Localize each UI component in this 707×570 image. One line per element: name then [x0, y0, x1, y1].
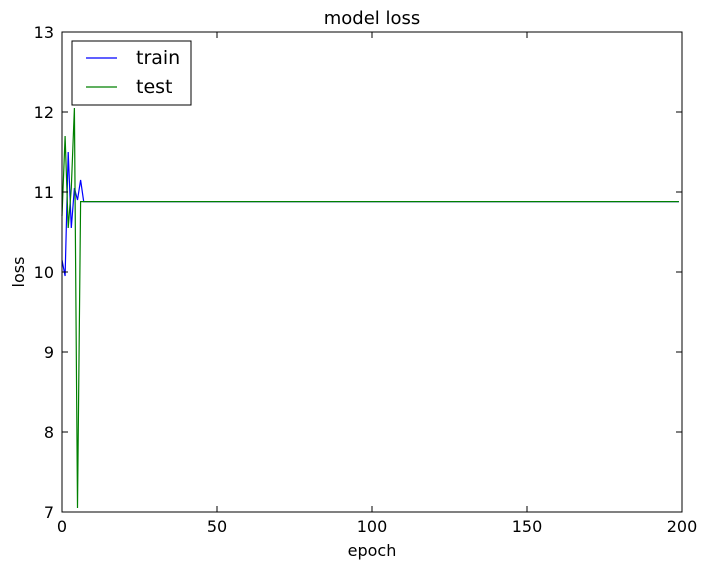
- y-tick-label: 10: [34, 263, 54, 282]
- series-line-test: [61, 107, 679, 509]
- y-tick-label: 7: [44, 503, 54, 522]
- y-tick-label: 13: [34, 23, 54, 42]
- chart-title: model loss: [324, 8, 421, 29]
- legend-label-test: test: [136, 76, 173, 98]
- x-tick-label: 0: [57, 517, 67, 536]
- plot-area: [61, 107, 679, 509]
- y-tick-label: 12: [34, 103, 54, 122]
- x-tick-label: 150: [512, 517, 543, 536]
- axis-ticks: 0 50 100 150 200 7 8 9 10 11 12 13: [34, 23, 698, 536]
- legend-label-train: train: [136, 47, 180, 69]
- legend: train test: [71, 40, 192, 106]
- series-line-train: [61, 151, 679, 277]
- legend-box: [71, 40, 192, 106]
- x-tick-label: 200: [667, 517, 698, 536]
- y-axis-label: loss: [9, 257, 28, 288]
- y-tick-label: 8: [44, 423, 54, 442]
- y-tick-label: 9: [44, 343, 54, 362]
- y-tick-label: 11: [34, 183, 54, 202]
- x-tick-label: 50: [207, 517, 227, 536]
- x-axis-label: epoch: [348, 541, 397, 560]
- x-tick-label: 100: [357, 517, 388, 536]
